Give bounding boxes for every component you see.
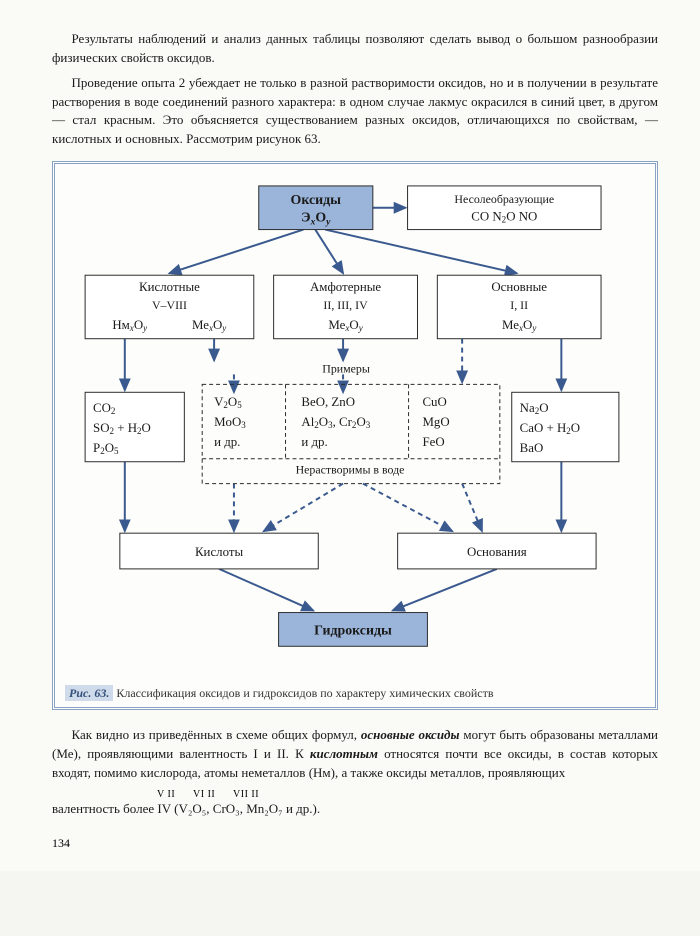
figure-caption-text: Классификация оксидов и гидроксидов по х… <box>113 686 493 700</box>
paragraph-2: Проведение опыта 2 убеждает не только в … <box>52 74 658 149</box>
paragraph-4: валентность более IV (V₂O₅, CrO₃, Mn₂O₇ … <box>52 800 658 819</box>
svg-text:CaO + H2O: CaO + H2O <box>520 421 580 436</box>
p3-part-a: Как видно из приведённых в схеме общих ф… <box>72 727 361 742</box>
svg-text:и др.: и др. <box>301 435 327 449</box>
page: Результаты наблюдений и анализ данных та… <box>0 0 700 871</box>
diagram-frame: ОксидыЭxOyНесолеобразующиеCO N2O NOКисло… <box>52 161 658 710</box>
svg-text:MoO3: MoO3 <box>214 415 246 430</box>
classification-diagram: ОксидыЭxOyНесолеобразующиеCO N2O NOКисло… <box>65 176 641 682</box>
svg-text:Нерастворимы в воде: Нерастворимы в воде <box>296 463 405 477</box>
svg-text:НмxOy: НмxOy <box>112 318 147 333</box>
svg-text:Кислоты: Кислоты <box>195 545 244 559</box>
paragraph-3: Как видно из приведённых в схеме общих ф… <box>52 726 658 783</box>
svg-text:II, III, IV: II, III, IV <box>323 298 368 312</box>
figure-number: Рис. 63. <box>65 685 113 701</box>
svg-text:и др.: и др. <box>214 435 240 449</box>
p3-bold-1: основные оксиды <box>361 727 460 742</box>
svg-text:Амфотерные: Амфотерные <box>310 280 381 294</box>
svg-text:Примеры: Примеры <box>322 362 370 376</box>
valence-row: V II VI II VII II <box>52 789 658 800</box>
svg-text:CuO: CuO <box>422 395 446 409</box>
svg-text:Кислотные: Кислотные <box>139 280 200 294</box>
paragraph-1: Результаты наблюдений и анализ данных та… <box>52 30 658 68</box>
svg-text:Оксиды: Оксиды <box>291 193 342 208</box>
svg-text:Na2O: Na2O <box>520 401 549 416</box>
svg-text:FeO: FeO <box>422 435 444 449</box>
svg-text:Основания: Основания <box>467 545 527 559</box>
svg-text:Al2O3, Cr2O3: Al2O3, Cr2O3 <box>301 415 370 430</box>
svg-text:V–VIII: V–VIII <box>152 298 187 312</box>
svg-text:MgO: MgO <box>422 415 449 429</box>
svg-text:I, II: I, II <box>510 298 528 312</box>
svg-text:BeO, ZnO: BeO, ZnO <box>301 395 355 409</box>
svg-text:Несолеобразующие: Несолеобразующие <box>454 192 554 206</box>
page-number: 134 <box>52 836 658 851</box>
figure-caption: Рис. 63. Классификация оксидов и гидрокс… <box>65 686 645 701</box>
svg-text:SO2 + H2O: SO2 + H2O <box>93 421 151 436</box>
svg-text:BaO: BaO <box>520 441 544 455</box>
svg-text:Основные: Основные <box>491 280 547 294</box>
p3-bold-2: кислотным <box>310 746 378 761</box>
svg-text:V2O5: V2O5 <box>214 395 242 410</box>
svg-text:Гидроксиды: Гидроксиды <box>314 623 392 638</box>
